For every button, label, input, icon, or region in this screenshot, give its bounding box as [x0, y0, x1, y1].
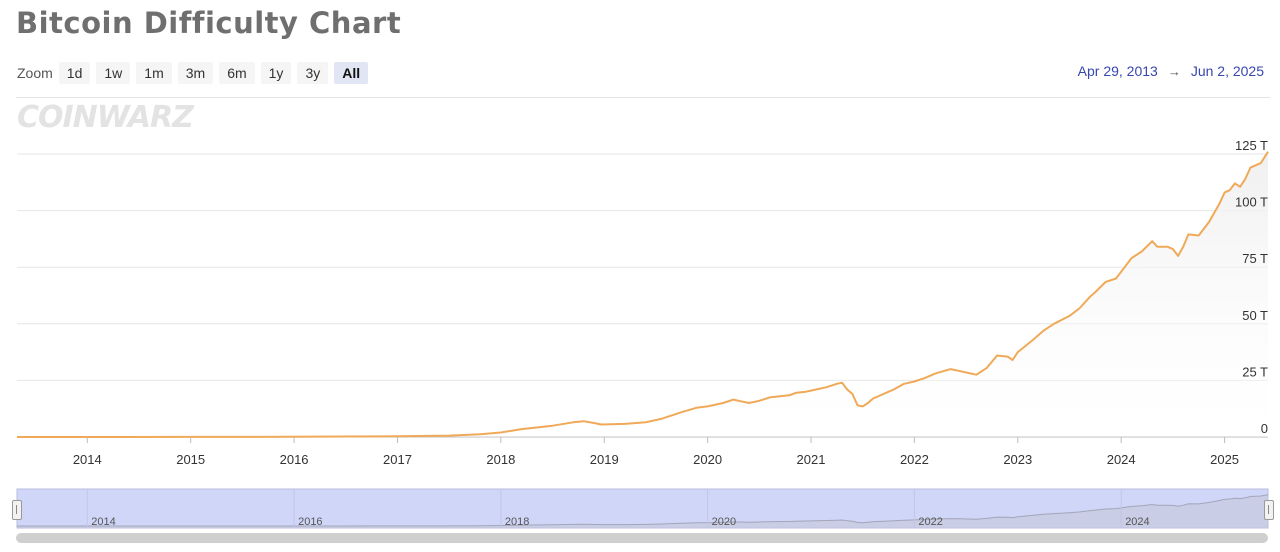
coinwarz-logo: COINWARZ — [17, 100, 194, 135]
y-tick-label: 75 T — [1242, 251, 1268, 266]
navigator-right-handle[interactable] — [1264, 500, 1274, 520]
navigator-year-label: 2016 — [298, 516, 322, 528]
x-tick-label: 2024 — [1107, 452, 1136, 467]
zoom-all-button[interactable]: All — [334, 62, 369, 84]
y-tick-label: 100 T — [1235, 195, 1268, 210]
zoom-6m-button[interactable]: 6m — [219, 62, 255, 84]
zoom-1m-button[interactable]: 1m — [136, 62, 172, 84]
x-tick-label: 2022 — [900, 452, 929, 467]
x-tick-label: 2023 — [1003, 452, 1032, 467]
x-tick-label: 2021 — [797, 452, 826, 467]
navigator-left-handle[interactable] — [12, 500, 22, 520]
x-tick-label: 2017 — [383, 452, 412, 467]
navigator-year-label: 2014 — [91, 516, 115, 528]
zoom-bar: Zoom 1d 1w 1m 3m 6m 1y 3y All — [17, 61, 374, 85]
y-tick-label: 0 — [1261, 421, 1268, 436]
zoom-3m-button[interactable]: 3m — [177, 62, 214, 84]
zoom-label: Zoom — [17, 65, 53, 81]
y-tick-label: 50 T — [1242, 308, 1268, 323]
x-tick-label: 2025 — [1210, 452, 1239, 467]
difficulty-series-line[interactable] — [17, 151, 1269, 438]
y-tick-label: 125 T — [1235, 138, 1268, 153]
x-tick-label: 2016 — [280, 452, 309, 467]
x-tick-label: 2015 — [176, 452, 205, 467]
navigator-line — [17, 494, 1269, 527]
zoom-3y-button[interactable]: 3y — [297, 62, 329, 84]
navigator-scrollbar[interactable] — [16, 533, 1268, 543]
page-title: Bitcoin Difficulty Chart — [16, 6, 402, 40]
x-tick-label: 2014 — [73, 452, 102, 467]
header-divider — [16, 97, 1270, 98]
x-tick-label: 2018 — [486, 452, 515, 467]
difficulty-area — [17, 151, 1268, 437]
date-range: Apr 29, 2013 → Jun 2, 2025 — [1078, 63, 1264, 79]
navigator-year-label: 2024 — [1125, 516, 1149, 528]
x-tick-label: 2020 — [693, 452, 722, 467]
range-from-date[interactable]: Apr 29, 2013 — [1077, 63, 1158, 79]
range-to-date[interactable]: Jun 2, 2025 — [1190, 63, 1264, 79]
navigator-year-label: 2018 — [505, 516, 529, 528]
zoom-1d-button[interactable]: 1d — [58, 62, 91, 84]
x-tick-label: 2019 — [590, 452, 619, 467]
range-arrow-icon: → — [1167, 63, 1181, 79]
navigator-area — [17, 494, 1268, 528]
y-tick-label: 25 T — [1242, 364, 1268, 379]
navigator-year-label: 2022 — [918, 516, 942, 528]
zoom-1y-button[interactable]: 1y — [260, 62, 292, 84]
navigator-year-label: 2020 — [712, 516, 736, 528]
zoom-1w-button[interactable]: 1w — [96, 62, 131, 84]
